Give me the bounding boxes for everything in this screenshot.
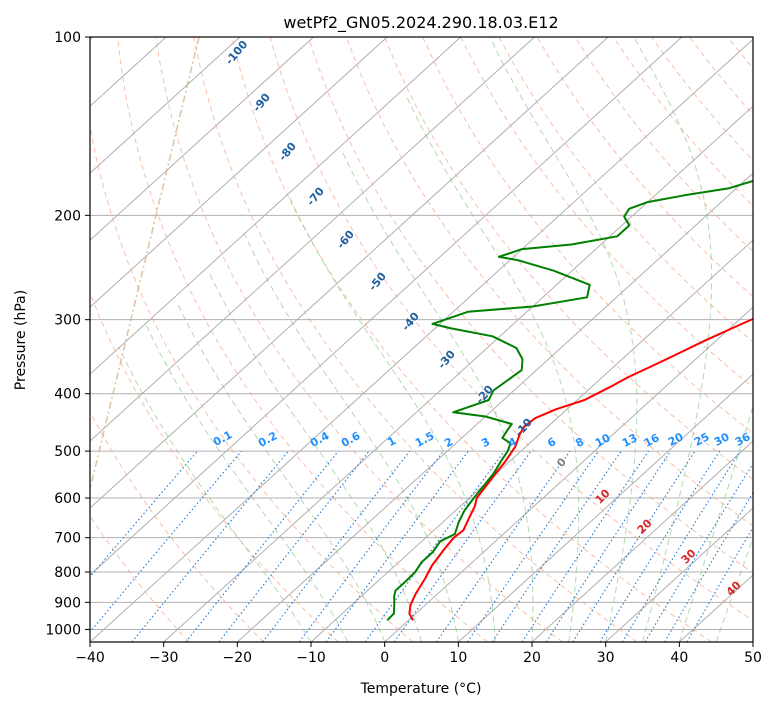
mixing-ratio-line (491, 450, 622, 642)
isotherm-line (605, 507, 753, 642)
dry-adiabat-line (269, 37, 753, 622)
mixing-ratio-line (90, 450, 242, 633)
x-tick-label: 40 (670, 650, 688, 666)
isotherm-line (90, 37, 462, 375)
y-tick-label: 200 (54, 208, 81, 224)
x-tick-label: 0 (380, 650, 389, 666)
mixing-ratio-line (393, 450, 532, 642)
moist-adiabat-line (340, 149, 534, 642)
x-axis-label: Temperature (°C) (360, 681, 482, 697)
x-tick-label: −40 (75, 650, 105, 666)
isotherm-line (90, 37, 535, 442)
mixing-ratio-label: 16 (642, 431, 662, 450)
moist-adiabat-line (715, 537, 753, 642)
mixing-ratio-line (521, 450, 650, 642)
y-tick-label: 700 (54, 531, 81, 547)
dry-adiabat-line (90, 291, 339, 642)
isotherm-line (384, 306, 753, 642)
dry-adiabat-line (231, 37, 712, 642)
profile-lines (386, 179, 753, 622)
dry-adiabat-line (193, 37, 638, 642)
mixing-ratio-line (621, 450, 741, 642)
dry-adiabat-line (90, 123, 414, 642)
isotherm-line (90, 37, 314, 241)
mixing-ratio-line (467, 450, 599, 642)
mixing-ratio-line (435, 450, 571, 642)
mixing-ratio-line (325, 450, 469, 642)
mixing-ratio-label: 13 (620, 431, 640, 450)
y-tick-label: 400 (54, 387, 81, 403)
x-tick-label: −20 (223, 650, 253, 666)
dry-adiabat-line (498, 37, 753, 343)
isotherm-line (90, 37, 241, 174)
isotherm-line (531, 440, 753, 642)
temperature-line (408, 317, 753, 621)
reference-curve (90, 37, 200, 493)
isotherm-line (90, 37, 609, 509)
moist-adiabat-line (633, 37, 713, 642)
y-tick-label: 800 (54, 565, 81, 581)
x-tick-label: −10 (296, 650, 326, 666)
mixing-ratio-label: 36 (733, 430, 753, 449)
mixing-ratio-label: 10 (593, 431, 613, 450)
dry-adiabat-line (90, 411, 264, 642)
moist-adiabat-line (145, 323, 349, 642)
isotherm-line (90, 38, 753, 642)
plot-frame (89, 36, 754, 643)
chart-title: wetPf2_GN05.2024.290.18.03.E12 (283, 13, 558, 33)
mixing-ratio-line (644, 462, 753, 642)
moist-adiabat-line (489, 37, 638, 642)
isotherm-line (457, 373, 753, 642)
dry-adiabat-line (155, 37, 563, 642)
dry-adiabat-line (345, 37, 753, 527)
dry-adiabat-line (90, 515, 190, 642)
x-tick-label: 10 (449, 650, 467, 666)
isotherm-line (163, 105, 753, 642)
y-tick-label: 900 (54, 595, 81, 611)
background-lines (90, 37, 753, 642)
mixing-ratio-line (131, 450, 289, 642)
x-tick-label: 20 (523, 650, 541, 666)
y-axis-label: Pressure (hPa) (13, 290, 29, 390)
isotherm-line (90, 37, 683, 576)
mixing-ratio-label: 30 (712, 430, 732, 449)
isotherm-line (90, 37, 388, 308)
x-tick-label: −30 (149, 650, 179, 666)
isotherm-line (310, 239, 753, 642)
isotherm-line (236, 172, 753, 642)
x-tick-label: 30 (597, 650, 615, 666)
mixing-ratio-line (545, 450, 672, 642)
x-tick-label: 50 (744, 650, 762, 666)
mixing-ratio-line (298, 450, 444, 642)
moist-adiabat-line (118, 347, 312, 642)
y-tick-label: 300 (54, 313, 81, 329)
dry-adiabat-line (307, 37, 753, 574)
y-tick-label: 500 (54, 444, 81, 460)
y-tick-label: 100 (54, 30, 81, 46)
mixing-ratio-line (185, 450, 339, 642)
dry-adiabat-line (460, 37, 753, 389)
moist-adiabat-line (678, 404, 753, 642)
mixing-ratio-label: 25 (692, 430, 712, 449)
moist-adiabat-line (208, 272, 422, 642)
axis-ticks: −40 −30 −20 −10 0 10 20 30 40 50 1000 900 800 700 600 5… (45, 30, 762, 666)
mixing-ratio-label: 20 (666, 430, 686, 449)
y-tick-label: 600 (54, 491, 81, 507)
y-tick-label: 1000 (45, 622, 81, 638)
mixing-ratio-line (572, 450, 696, 642)
moist-adiabat-line (176, 301, 386, 642)
dewpoint-line (386, 179, 753, 622)
dry-adiabat-line (117, 37, 488, 642)
moist-adiabat-line (405, 94, 580, 642)
